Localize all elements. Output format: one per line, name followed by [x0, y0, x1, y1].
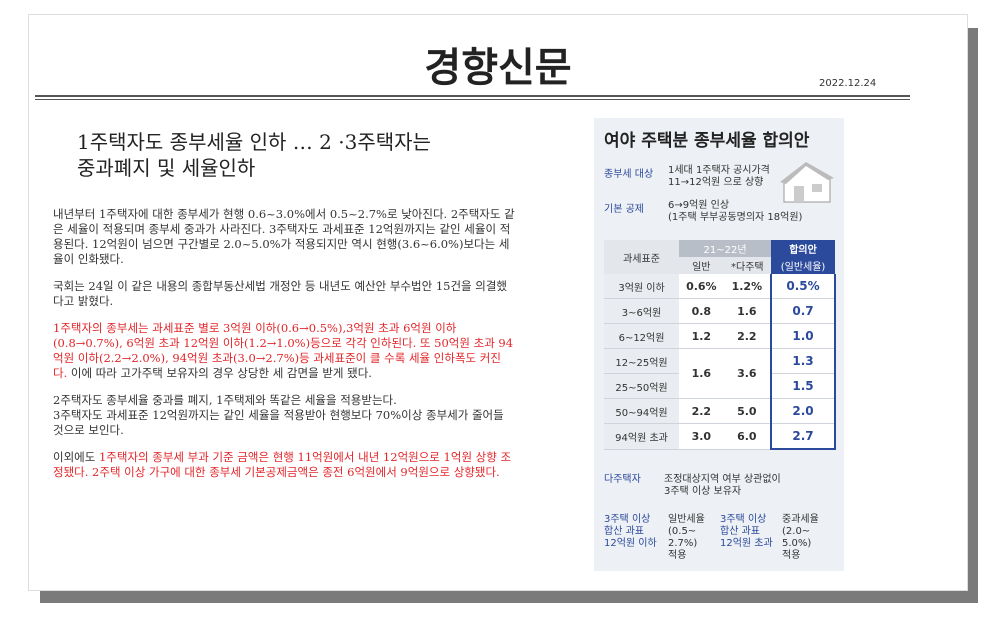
headline: 1주택자도 종부세율 인하 … 2 ·3주택자는 중과폐지 및 세율인하	[77, 129, 431, 181]
line: (0.5~	[668, 526, 697, 537]
text-run: 3주택자도 과세표준 12억원까지는 같인 세율을 적용받아 현행보다 70%이…	[53, 408, 504, 437]
line: 2.7%)	[668, 538, 698, 549]
paragraph: 2주택자도 종부세율 중과를 폐지, 1주택제와 똑같은 세율을 적용받는다. 3…	[53, 393, 515, 438]
line: 적용	[782, 550, 801, 561]
info-label: 기본 공제	[604, 204, 644, 215]
article-body: 내년부터 1주택자에 대한 종부세가 현행 0.6~3.0%에서 0.5~2.7…	[53, 207, 515, 492]
text-run: 2주택자도 종부세율 중과를 폐지, 1주택제와 똑같은 세율을 적용받는다.	[53, 393, 397, 407]
line: 5.0%)	[782, 538, 812, 549]
general-cell: 3.0	[679, 423, 724, 450]
bracket-cell: 12~25억원	[604, 348, 680, 374]
proposal-cell: 1.3	[770, 348, 836, 374]
header-row: 과세표준 21~22년 합의안	[604, 240, 835, 274]
line: 1세대 1주택자 공시가격	[668, 165, 770, 176]
text-run: 1주택자의 종부세는 과세표준 별로 3억원 이하(0.6→0.5%),3억원 …	[53, 321, 514, 380]
line: 3주택 이상 보유자	[664, 486, 742, 497]
date: 2022.12.24	[819, 78, 877, 89]
rate-table: 과세표준 21~22년 합의안 일반 *다주택 (일반세율) 3억원 이하 0.6…	[604, 240, 836, 450]
multi-cell: 1.6	[723, 298, 772, 324]
bracket-cell: 50~94억원	[604, 398, 680, 424]
text-run: 국회는 24일 이 같은 내용의 종합부동산세법 개정안 등 내년도 예산안 부…	[53, 279, 508, 308]
header-cell: *다주택	[723, 257, 772, 274]
headline-line: 1주택자도 종부세율 인하 … 2 ·3주택자는	[77, 130, 431, 154]
line: 적용	[668, 550, 687, 561]
line: (1주택 부부공동명의자 18억원)	[668, 212, 803, 223]
proposal-cell: 0.5%	[770, 274, 836, 299]
text-run: 1주택자의 종부세 부과 기준 금액은 현행 11억원에서 내년 12억원으로 …	[53, 450, 512, 479]
table-row: 94억원 초과 3.0 6.0 2.7	[604, 423, 836, 450]
table-row: 3억원 이하 0.6% 1.2% 0.5%	[604, 274, 836, 299]
line: 조정대상지역 여부 상관없이	[664, 474, 781, 485]
text-run: 이외에도	[53, 450, 99, 464]
multi-cell: 3.6	[723, 348, 772, 399]
paragraph: 1주택자의 종부세는 과세표준 별로 3억원 이하(0.6→0.5%),3억원 …	[53, 321, 515, 381]
multi-cell: 1.2%	[723, 274, 772, 299]
headline-line: 중과폐지 및 세율인하	[77, 156, 256, 180]
table-row: 3~6억원 0.8 1.6 0.7	[604, 298, 836, 324]
bracket-cell: 3억원 이하	[604, 274, 680, 299]
multi-cell: 6.0	[723, 423, 772, 450]
proposal-cell: 2.7	[770, 423, 836, 450]
multi-label: 다주택자	[604, 474, 641, 485]
proposal-cell: 0.7	[770, 298, 836, 324]
info-label: 종부세 대상	[604, 169, 654, 180]
masthead: 경향신문	[424, 44, 572, 91]
table-row: 25~50억원 1.5	[604, 373, 836, 399]
line: 3주택 이상	[604, 514, 651, 525]
multi-cell: 5.0	[723, 398, 772, 424]
general-cell: 1.2	[679, 323, 724, 349]
table-row: 12~25억원 1.6 3.6 1.3	[604, 348, 836, 399]
line: 중과세율	[782, 514, 819, 525]
bracket-cell: 25~50억원	[604, 373, 680, 399]
info-text: 1세대 1주택자 공시가격 11→12억원 으로 상향	[668, 165, 808, 189]
bracket-cell: 94억원 초과	[604, 423, 680, 450]
table-row: 6~12억원 1.2 2.2 1.0	[604, 323, 836, 349]
header-cell: 21~22년	[679, 240, 772, 257]
note-label: 3주택 이상 합산 과표 12억원 초과	[720, 514, 784, 550]
line: 11→12억원 으로 상향	[668, 177, 764, 188]
multi-text: 조정대상지역 여부 상관없이 3주택 이상 보유자	[664, 474, 781, 498]
general-cell: 0.6%	[679, 274, 724, 299]
infographic: 여야 주택분 종부세율 합의안 종부세 대상 1세대 1주택자 공시가격 11→1…	[594, 118, 844, 571]
general-cell: 1.6	[679, 348, 724, 399]
header-cell: 합의안	[771, 240, 835, 257]
bracket-cell: 6~12억원	[604, 323, 680, 349]
line: 일반세율	[668, 514, 705, 525]
paragraph: 국회는 24일 이 같은 내용의 종합부동산세법 개정안 등 내년도 예산안 부…	[53, 279, 515, 309]
note-text: 중과세율 (2.0~ 5.0%) 적용	[782, 514, 832, 562]
text-run: 이에 따라 고가주택 보유자의 경우 상당한 세 감면을 받게 됐다.	[67, 366, 372, 380]
infographic-title: 여야 주택분 종부세율 합의안	[604, 131, 810, 151]
note-text: 일반세율 (0.5~ 2.7%) 적용	[668, 514, 718, 562]
line: (2.0~	[782, 526, 811, 537]
house-icon	[780, 162, 834, 203]
paragraph: 이외에도 1주택자의 종부세 부과 기준 금액은 현행 11억원에서 내년 12…	[53, 450, 515, 480]
info-text: 6→9억원 인상 (1주택 부부공동명의자 18억원)	[668, 200, 848, 224]
proposal-cell: 1.5	[770, 373, 836, 399]
rule	[35, 95, 910, 100]
line: 3주택 이상	[720, 514, 767, 525]
text-run: 내년부터 1주택자에 대한 종부세가 현행 0.6~3.0%에서 0.5~2.7…	[53, 207, 515, 266]
header-cell: (일반세율)	[771, 257, 835, 274]
table-row: 50~94억원 2.2 5.0 2.0	[604, 398, 836, 424]
general-cell: 2.2	[679, 398, 724, 424]
proposal-cell: 1.0	[770, 323, 836, 349]
newspaper-page: 경향신문 2022.12.24 1주택자도 종부세율 인하 … 2 ·3주택자는…	[28, 14, 968, 591]
line: 합산 과표	[720, 526, 760, 537]
bracket-cell: 3~6억원	[604, 298, 680, 324]
header-cell: 과세표준	[604, 240, 680, 274]
line: 12억원 초과	[720, 538, 773, 549]
note-label: 3주택 이상 합산 과표 12억원 이하	[604, 514, 668, 550]
paragraph: 내년부터 1주택자에 대한 종부세가 현행 0.6~3.0%에서 0.5~2.7…	[53, 207, 515, 267]
multi-cell: 2.2	[723, 323, 772, 349]
header-cell: 일반	[679, 257, 724, 274]
proposal-cell: 2.0	[770, 398, 836, 424]
general-cell: 0.8	[679, 298, 724, 324]
line: 12억원 이하	[604, 538, 657, 549]
line: 6→9억원 인상	[668, 200, 730, 211]
line: 합산 과표	[604, 526, 644, 537]
header-row: 일반 *다주택 (일반세율)	[604, 257, 835, 274]
